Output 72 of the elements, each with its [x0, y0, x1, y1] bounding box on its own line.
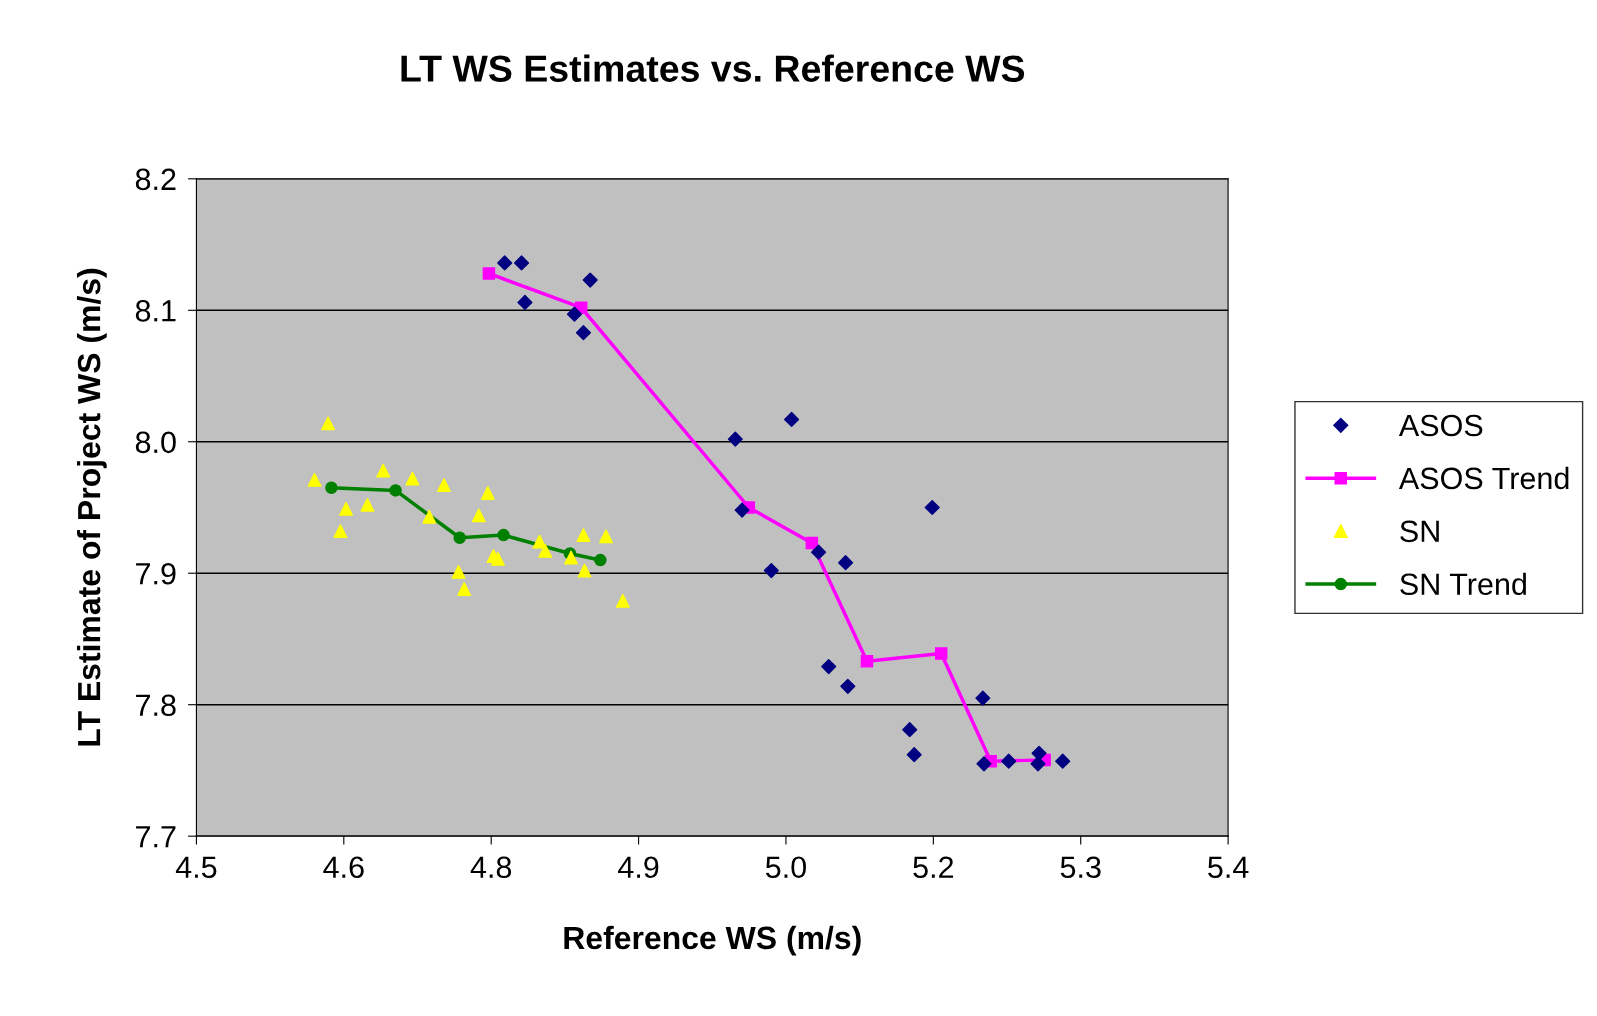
- legend-label: SN Trend: [1400, 572, 1526, 596]
- legend-label: SN: [1400, 520, 1439, 543]
- point: [734, 502, 750, 518]
- point: [934, 647, 948, 660]
- x-tick-label: 5.0: [765, 856, 806, 879]
- point: [490, 551, 505, 566]
- point: [422, 509, 437, 524]
- point: [436, 478, 451, 493]
- point: [376, 463, 391, 478]
- chart-title: LT WS Estimates vs. Reference WS: [401, 54, 1025, 82]
- point: [471, 508, 486, 523]
- x-tick-label: 5.4: [1208, 856, 1249, 879]
- point: [497, 528, 510, 542]
- point: [1031, 745, 1047, 761]
- point: [924, 499, 940, 516]
- point: [451, 564, 466, 579]
- y-tick-label: 8.0: [135, 431, 176, 454]
- point: [906, 747, 922, 763]
- point: [860, 655, 874, 668]
- point: [582, 272, 598, 288]
- point: [482, 267, 496, 280]
- x-tick-label: 5.2: [913, 856, 954, 879]
- y-tick-label: 7.7: [136, 826, 176, 848]
- point: [784, 411, 800, 427]
- point: [333, 524, 348, 539]
- point: [389, 484, 402, 497]
- x-tick-label: 4.6: [323, 856, 364, 879]
- point: [811, 544, 827, 560]
- point: [480, 486, 495, 500]
- point: [457, 582, 472, 596]
- point: [513, 255, 530, 271]
- x-axis-title: Reference WS (m/s): [564, 925, 861, 956]
- point: [615, 593, 630, 608]
- x-tick-label: 4.5: [175, 856, 217, 879]
- point: [321, 416, 336, 431]
- point: [975, 690, 991, 706]
- x-tick-label: 5.3: [1060, 856, 1101, 879]
- point: [405, 471, 420, 486]
- point: [497, 255, 513, 271]
- point: [840, 678, 856, 694]
- point: [727, 431, 743, 447]
- point: [576, 528, 591, 543]
- y-axis-title: LT Estimate of Project WS (m/s): [76, 268, 107, 746]
- legend-label: ASOS Trend: [1398, 466, 1569, 490]
- point: [453, 531, 466, 544]
- point: [1055, 753, 1071, 769]
- y-tick-label: 8.1: [135, 300, 176, 322]
- point: [307, 472, 322, 487]
- y-tick-label: 7.9: [136, 562, 176, 585]
- point: [763, 563, 779, 579]
- point: [325, 481, 338, 495]
- point: [517, 294, 533, 310]
- point: [821, 659, 837, 675]
- point: [594, 553, 607, 567]
- point: [902, 722, 918, 738]
- point: [339, 501, 354, 516]
- point: [566, 306, 583, 322]
- point: [360, 497, 375, 512]
- point: [564, 550, 579, 565]
- x-tick-label: 4.8: [470, 856, 512, 879]
- point: [599, 529, 613, 544]
- y-tick-label: 8.2: [135, 168, 176, 191]
- point: [976, 756, 992, 772]
- point: [838, 555, 854, 571]
- y-tick-label: 7.8: [136, 694, 176, 717]
- point: [575, 325, 592, 341]
- point: [1001, 753, 1017, 769]
- point: [538, 543, 553, 558]
- point: [532, 534, 547, 549]
- legend-label: ASOS: [1398, 414, 1483, 437]
- point: [577, 563, 592, 578]
- x-tick-label: 4.9: [618, 856, 659, 879]
